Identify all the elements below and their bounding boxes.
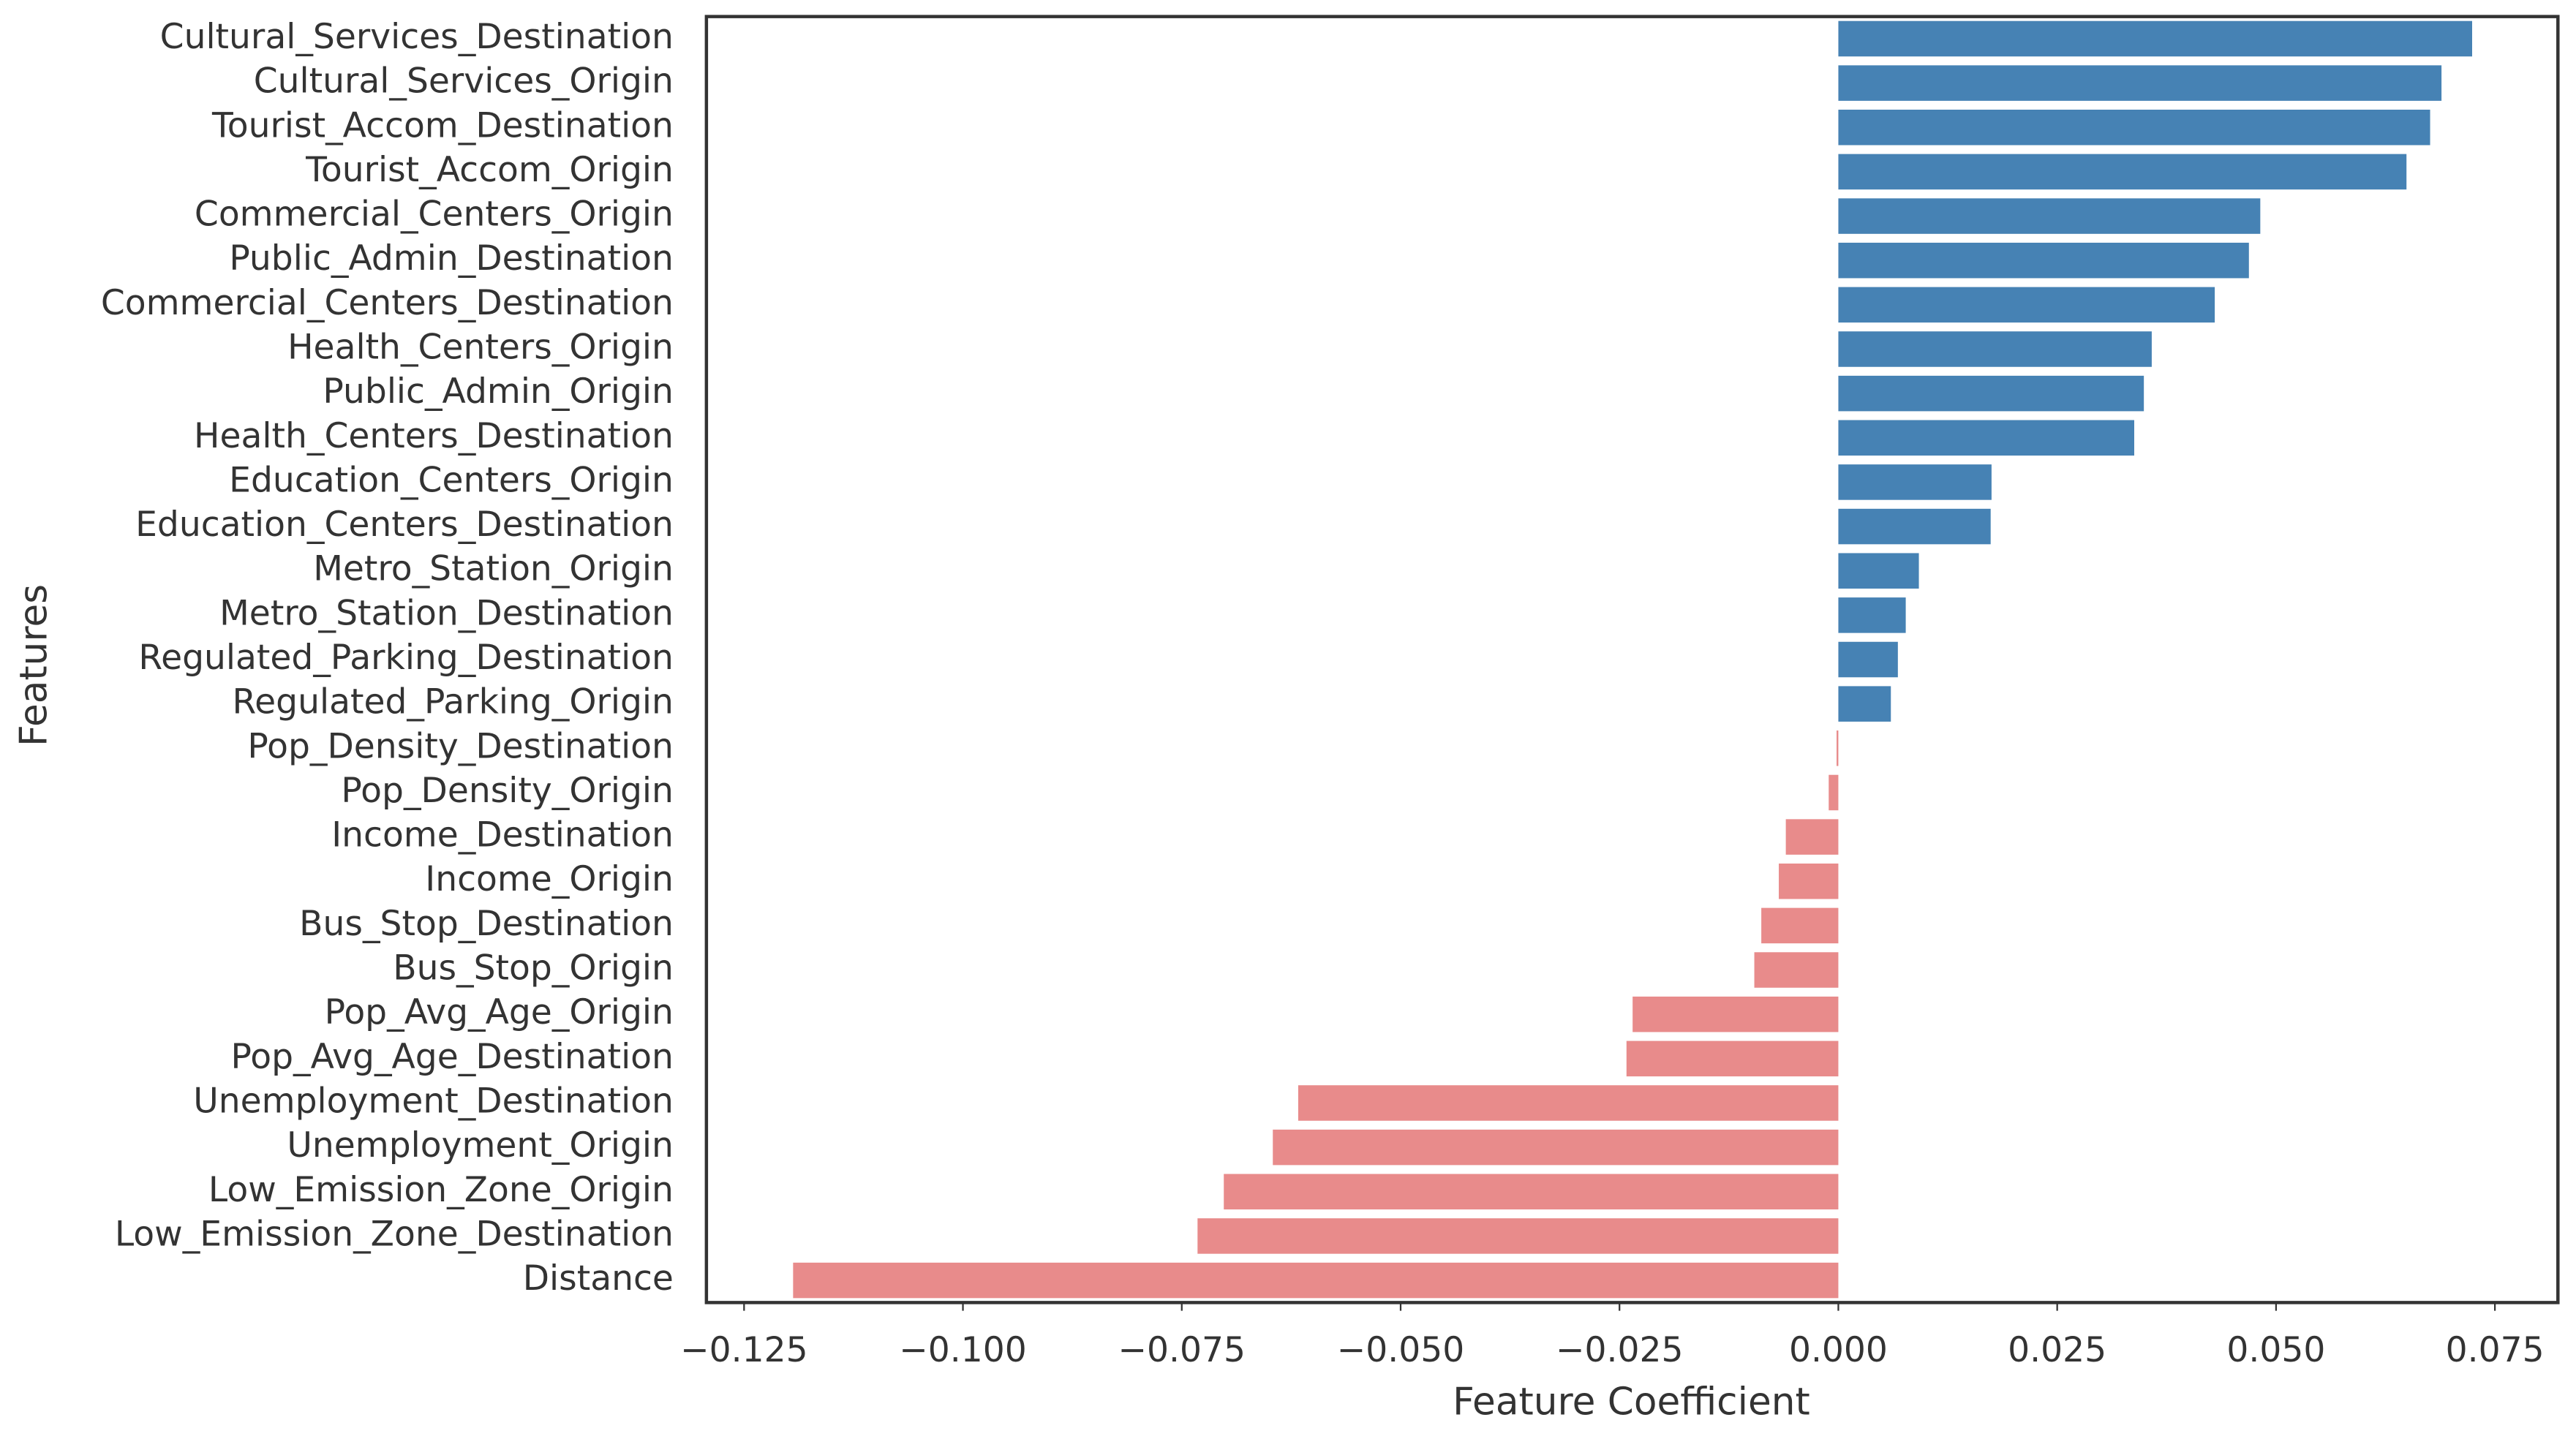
bar [1754, 952, 1839, 988]
bar [1224, 1174, 1839, 1210]
bar [1838, 686, 1891, 722]
y-tick-label: Health_Centers_Origin [287, 327, 674, 367]
y-tick-label: Cultural_Services_Origin [254, 61, 674, 102]
bar [1838, 109, 2430, 146]
bar [1838, 287, 2215, 323]
x-tick-label: 0.025 [2008, 1330, 2106, 1370]
y-tick-label: Bus_Stop_Destination [299, 904, 674, 944]
bar [1838, 553, 1919, 589]
bar [1838, 597, 1906, 633]
bar [1785, 819, 1839, 855]
bar [1837, 730, 1839, 766]
y-tick-label: Income_Destination [331, 815, 674, 856]
bar [1632, 996, 1839, 1032]
bar [1273, 1129, 1839, 1166]
x-tick-label: −0.075 [1118, 1330, 1246, 1370]
x-tick-label: −0.025 [1556, 1330, 1684, 1370]
y-tick-label: Pop_Avg_Age_Destination [231, 1037, 674, 1077]
x-axis-label: Feature Coefficient [1453, 1381, 1810, 1424]
y-tick-label: Education_Centers_Origin [229, 460, 674, 500]
x-tick-label: 0.000 [1789, 1330, 1888, 1370]
bar [1838, 65, 2442, 101]
y-tick-label: Tourist_Accom_Destination [211, 105, 674, 146]
x-tick-label: −0.100 [899, 1330, 1027, 1370]
bar [1838, 154, 2407, 190]
bar [1761, 907, 1839, 944]
y-tick-label: Income_Origin [425, 859, 674, 899]
bar [1779, 863, 1839, 899]
bar [1298, 1085, 1839, 1121]
bar [1838, 331, 2152, 367]
y-tick-label: Tourist_Accom_Origin [305, 150, 674, 190]
y-tick-label: Pop_Avg_Age_Origin [325, 992, 674, 1032]
y-tick-label: Unemployment_Destination [193, 1081, 674, 1121]
x-tick-label: −0.050 [1337, 1330, 1465, 1370]
bar [1838, 375, 2144, 412]
y-tick-label: Regulated_Parking_Destination [138, 638, 674, 678]
bar [1197, 1218, 1839, 1254]
y-tick-label: Commercial_Centers_Destination [101, 283, 674, 323]
bar [1838, 464, 1992, 500]
bar [1838, 641, 1898, 678]
plot-frame [704, 15, 2560, 1304]
y-tick-label: Low_Emission_Zone_Origin [208, 1170, 674, 1210]
y-tick-label: Regulated_Parking_Origin [232, 682, 673, 722]
bar [1829, 774, 1839, 811]
y-tick-label: Pop_Density_Origin [341, 771, 674, 811]
y-tick-label: Unemployment_Origin [287, 1125, 674, 1166]
y-tick-label: Metro_Station_Destination [219, 593, 674, 633]
x-tick-label: 0.050 [2226, 1330, 2325, 1370]
bar [1626, 1040, 1839, 1077]
y-tick-label: Distance [523, 1258, 674, 1299]
y-axis-label: Features [12, 584, 56, 747]
y-tick-label: Education_Centers_Destination [135, 505, 674, 545]
bar [1838, 20, 2472, 57]
x-tick-label: 0.075 [2446, 1330, 2545, 1370]
x-tick-label: −0.125 [680, 1330, 808, 1370]
y-tick-label: Low_Emission_Zone_Destination [115, 1214, 674, 1254]
y-tick-label: Public_Admin_Origin [323, 371, 674, 412]
y-tick-label: Commercial_Centers_Origin [195, 194, 674, 235]
bar [1838, 242, 2249, 279]
bar [1838, 198, 2261, 234]
y-tick-label: Bus_Stop_Origin [393, 948, 674, 989]
y-tick-label: Metro_Station_Origin [313, 549, 674, 589]
y-tick-label: Health_Centers_Destination [194, 416, 674, 456]
y-tick-label: Pop_Density_Destination [247, 726, 674, 766]
y-tick-label: Public_Admin_Destination [229, 238, 674, 279]
y-tick-label: Cultural_Services_Destination [160, 17, 674, 57]
bar [1838, 420, 2134, 456]
bar [1838, 508, 1991, 545]
bar [793, 1262, 1839, 1299]
